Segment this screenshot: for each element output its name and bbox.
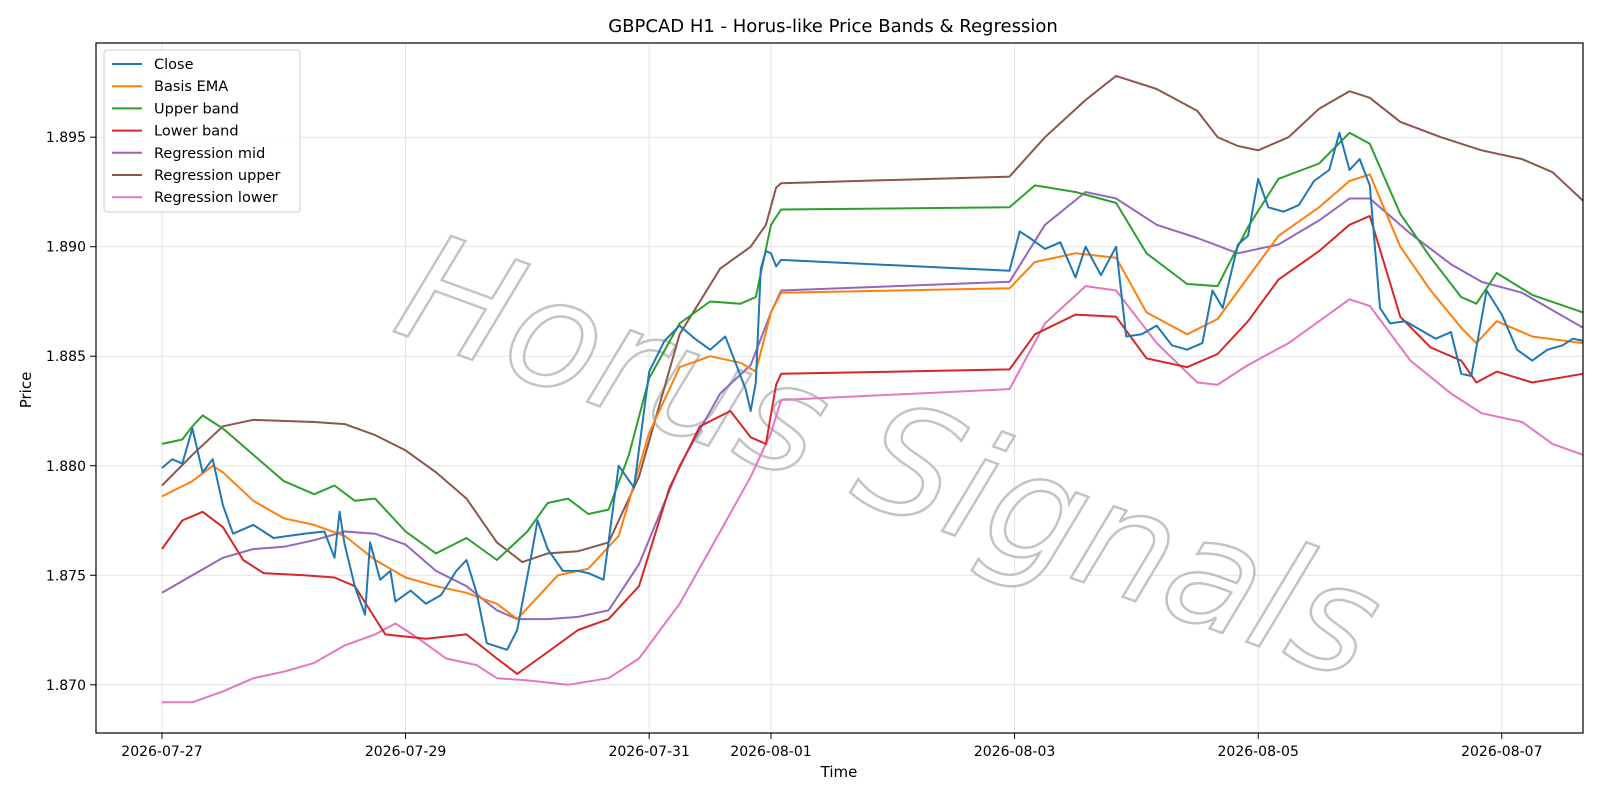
legend-label: Basis EMA xyxy=(154,79,228,95)
legend-label: Regression mid xyxy=(154,146,265,162)
x-tick-label: 2026-08-01 xyxy=(730,744,811,760)
x-tick-label: 2026-07-27 xyxy=(121,744,202,760)
series-line-regression-lower xyxy=(162,285,1584,704)
x-tick-label: 2026-08-07 xyxy=(1461,744,1542,760)
plot-frame xyxy=(95,42,1584,734)
x-tick-label: 2026-08-05 xyxy=(1218,744,1299,760)
series-line-close xyxy=(161,131,1584,651)
legend-label: Regression upper xyxy=(154,168,280,184)
grid xyxy=(96,43,1583,733)
series-line-regression-upper xyxy=(161,74,1584,564)
x-tick-label: 2026-07-31 xyxy=(608,744,689,760)
legend-label: Regression lower xyxy=(154,190,278,206)
legend-label: Lower band xyxy=(154,124,239,140)
series-line-regression-mid xyxy=(161,191,1584,621)
x-axis-label: Time xyxy=(820,763,858,781)
series-line-lower-band xyxy=(161,215,1584,675)
legend-label: Close xyxy=(154,57,194,73)
y-tick-label: 1.875 xyxy=(46,568,86,584)
legend: Close Basis EMA Upper band Lower band Regres… xyxy=(103,49,301,213)
x-tick-label: 2026-07-29 xyxy=(365,744,446,760)
y-tick-label: 1.870 xyxy=(46,678,86,694)
chart-title: GBPCAD H1 - Horus-like Price Bands & Reg… xyxy=(608,16,1058,37)
y-tick-label: 1.885 xyxy=(46,349,86,365)
y-tick-label: 1.895 xyxy=(46,130,86,146)
y-tick-label: 1.880 xyxy=(46,459,86,475)
y-axis-label: Price xyxy=(17,372,35,409)
y-axis: 1.870 1.875 1.880 1.885 1.890 1.895 xyxy=(46,130,96,694)
series-layer xyxy=(161,74,1584,704)
y-tick-label: 1.890 xyxy=(46,240,86,256)
legend-box xyxy=(103,49,301,213)
series-line-upper-band xyxy=(161,131,1584,561)
x-axis: 2026-07-27 2026-07-29 2026-07-31 2026-08-01… xyxy=(121,733,1542,760)
x-tick-label: 2026-08-03 xyxy=(974,744,1055,760)
legend-label: Upper band xyxy=(154,101,239,117)
